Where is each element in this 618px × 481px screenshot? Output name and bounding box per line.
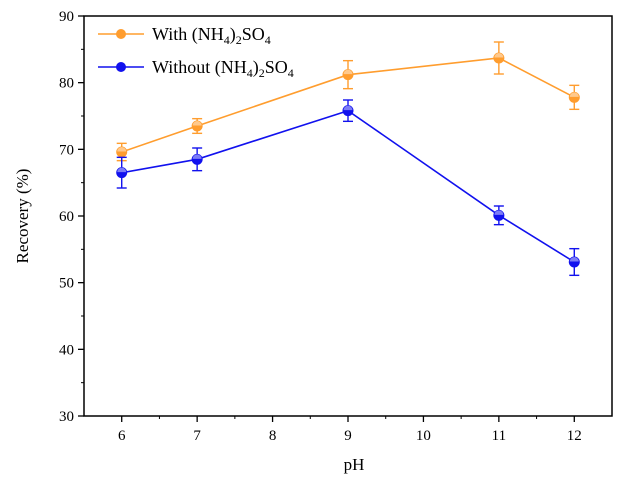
legend-entry-without: Without (NH4)2SO4 — [98, 57, 294, 80]
legend-label-part: 4 — [224, 33, 230, 47]
y-tick-label: 60 — [59, 209, 74, 225]
series-line-without — [121, 109, 575, 263]
x-tick-label: 7 — [193, 428, 201, 444]
data-point-highlight — [192, 121, 202, 126]
data-point-highlight — [569, 257, 579, 262]
legend-marker — [116, 29, 126, 39]
x-tick-label: 10 — [416, 428, 431, 444]
legend-marker — [116, 62, 126, 72]
x-tick-label: 12 — [567, 428, 582, 444]
data-point — [191, 120, 203, 132]
data-point-highlight — [343, 69, 353, 75]
x-tick-label: 6 — [118, 428, 126, 444]
y-tick-label: 90 — [59, 9, 74, 25]
y-tick-label: 40 — [59, 342, 74, 358]
x-tick-label: 8 — [269, 428, 277, 444]
legend-label: Without (NH4)2SO4 — [152, 57, 294, 80]
series-without — [116, 99, 580, 277]
x-tick-label: 11 — [492, 428, 506, 444]
data-point-highlight — [117, 147, 127, 152]
data-point-highlight — [192, 154, 202, 159]
y-tick-label: 30 — [59, 409, 74, 425]
data-point — [568, 256, 580, 268]
legend-label-part: 2 — [236, 33, 242, 47]
legend-label-part: With (NH — [152, 24, 224, 45]
series-layer — [116, 41, 580, 277]
legend-label-part: 4 — [265, 33, 271, 47]
legend-label-part: ) — [253, 57, 259, 78]
series-with — [116, 41, 580, 162]
data-point — [342, 69, 354, 81]
data-point — [191, 153, 203, 165]
legend-label-part: 4 — [247, 66, 253, 80]
data-point — [116, 167, 128, 179]
data-point-highlight — [569, 92, 579, 97]
legend-label-part: 2 — [259, 66, 265, 80]
data-point — [493, 52, 505, 64]
y-axis-label: Recovery (%) — [13, 169, 32, 264]
data-point-highlight — [494, 210, 504, 215]
legend-label-part: Without (NH — [152, 57, 247, 78]
y-tick-label: 80 — [59, 76, 74, 92]
legend-label-part: 4 — [288, 66, 294, 80]
data-point — [493, 209, 505, 221]
legend-label-part: SO — [265, 57, 288, 77]
y-tick-label: 70 — [59, 142, 74, 158]
data-point-highlight — [117, 167, 127, 173]
axes: 6 7 8 9 10 11 12 30 40 50 60 70 80 90 — [59, 9, 613, 444]
legend-label-part: SO — [242, 24, 265, 44]
data-point — [342, 105, 354, 117]
data-point-highlight — [343, 105, 353, 111]
data-point — [568, 91, 580, 103]
legend-label-part: ) — [230, 24, 236, 45]
x-axis-label: pH — [344, 455, 365, 474]
y-tick-label: 50 — [59, 276, 74, 292]
legend-label: With (NH4)2SO4 — [152, 24, 271, 47]
legend-entry-with: With (NH4)2SO4 — [98, 24, 271, 47]
data-point-highlight — [494, 53, 504, 58]
x-tick-label: 9 — [344, 428, 352, 444]
